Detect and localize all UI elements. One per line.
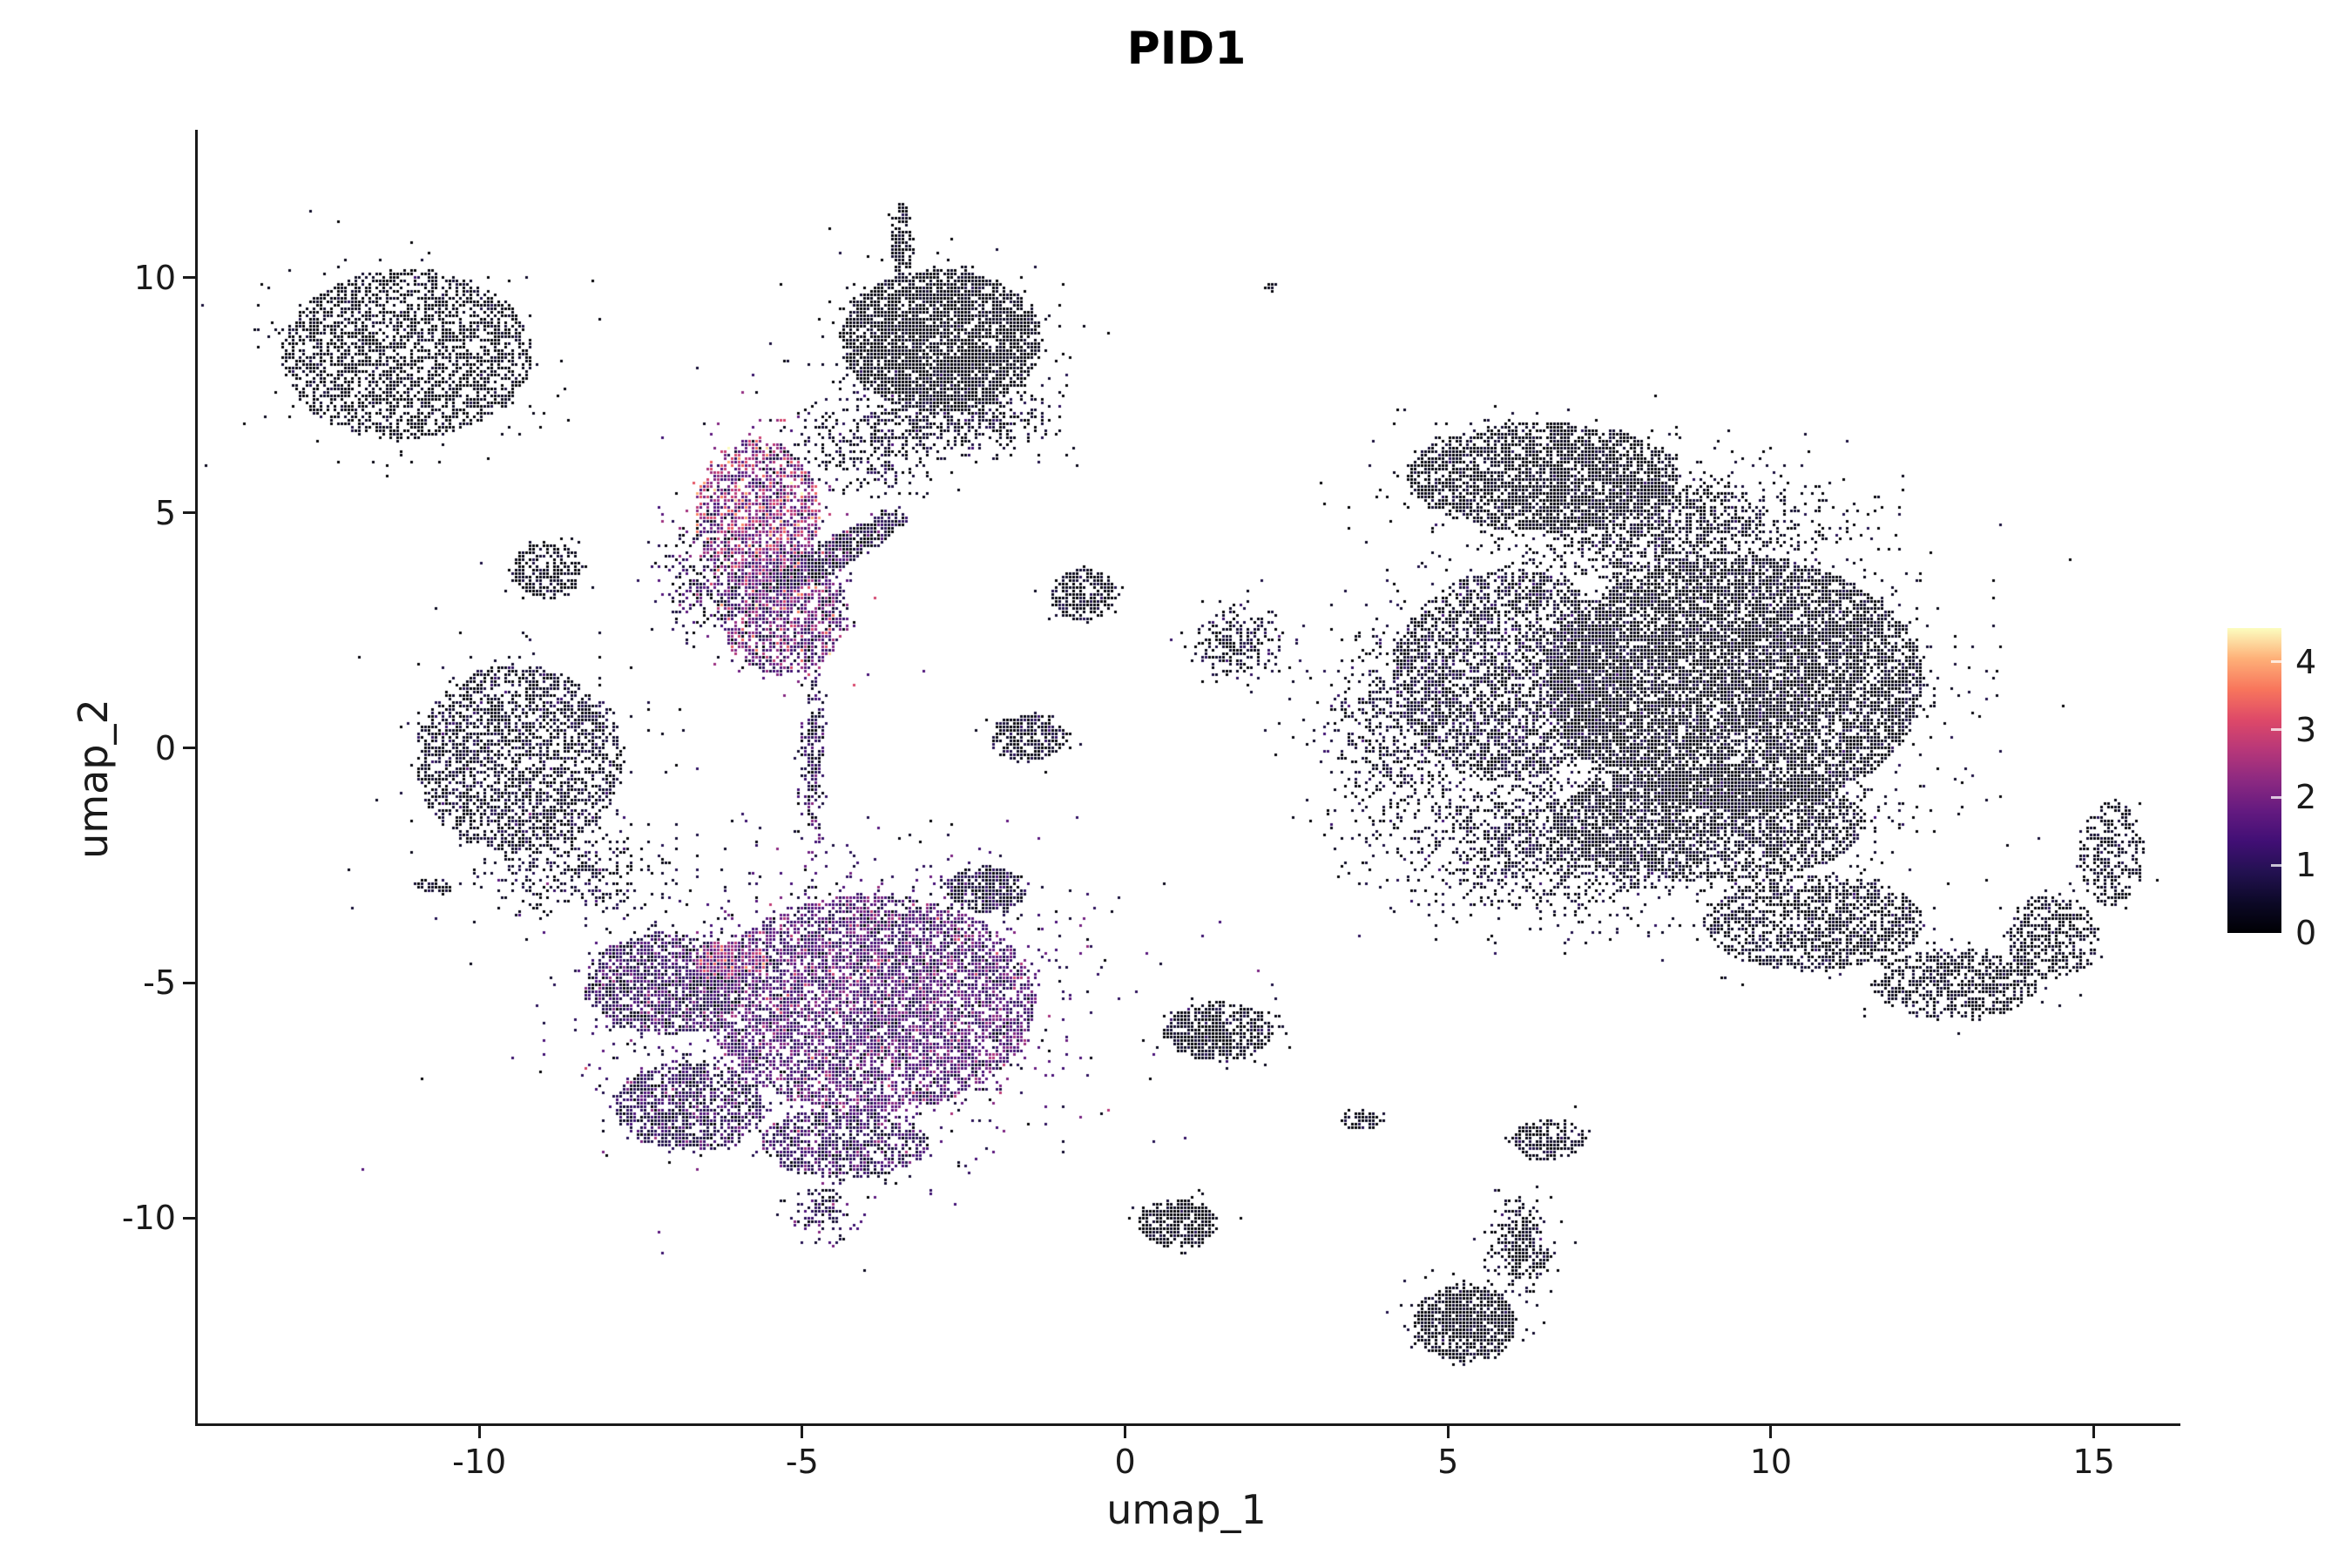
x-tick-mark (1124, 1426, 1127, 1438)
colorbar-tick-mark (2271, 795, 2281, 799)
y-tick-label: -5 (143, 963, 176, 1003)
x-tick-label: 15 (2072, 1443, 2115, 1481)
y-axis-label: umap_2 (70, 699, 117, 859)
x-tick-mark (801, 1426, 804, 1438)
y-tick-mark (183, 747, 195, 750)
colorbar-tick-label: 1 (2295, 846, 2317, 885)
y-tick-mark (183, 981, 195, 984)
colorbar-tick-label: 3 (2295, 710, 2317, 749)
x-tick-label: 0 (1114, 1443, 1136, 1481)
y-tick-mark (183, 1216, 195, 1220)
x-tick-mark (477, 1426, 481, 1438)
colorbar-tick-mark (2271, 863, 2281, 867)
y-tick-label: -10 (121, 1199, 176, 1238)
x-tick-mark (1446, 1426, 1450, 1438)
x-tick-label: 5 (1437, 1443, 1459, 1481)
plot-area (195, 130, 2180, 1426)
x-tick-mark (2092, 1426, 2096, 1438)
x-axis-label: umap_1 (1106, 1486, 1267, 1533)
x-tick-label: -10 (452, 1443, 507, 1481)
x-tick-mark (1769, 1426, 1773, 1438)
scatter-canvas (198, 130, 2180, 1423)
x-tick-label: 10 (1749, 1443, 1793, 1481)
y-tick-mark (183, 511, 195, 515)
y-tick-mark (183, 276, 195, 280)
y-tick-label: 10 (133, 258, 176, 297)
colorbar-tick-mark (2271, 728, 2281, 732)
plot-title: PID1 (1126, 23, 1247, 75)
colorbar-tick-mark (2271, 660, 2281, 664)
colorbar-tick-label: 0 (2295, 914, 2317, 952)
colorbar-tick-label: 2 (2295, 778, 2317, 817)
y-tick-label: 0 (154, 728, 176, 767)
y-tick-label: 5 (154, 493, 176, 532)
colorbar-tick-label: 4 (2295, 642, 2317, 681)
x-tick-label: -5 (785, 1443, 819, 1481)
colorbar-gradient (2227, 628, 2281, 933)
